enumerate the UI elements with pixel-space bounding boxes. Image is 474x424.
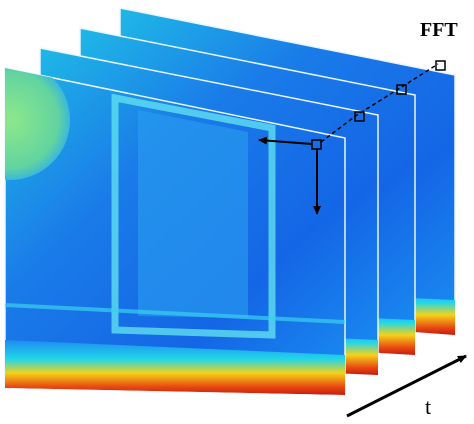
- time-arrow: [346, 354, 467, 418]
- frame: [4, 67, 346, 396]
- arrow: [258, 136, 313, 145]
- fft-label: FFT: [420, 19, 458, 41]
- time-label: t: [425, 394, 431, 419]
- connection-line: [320, 63, 439, 143]
